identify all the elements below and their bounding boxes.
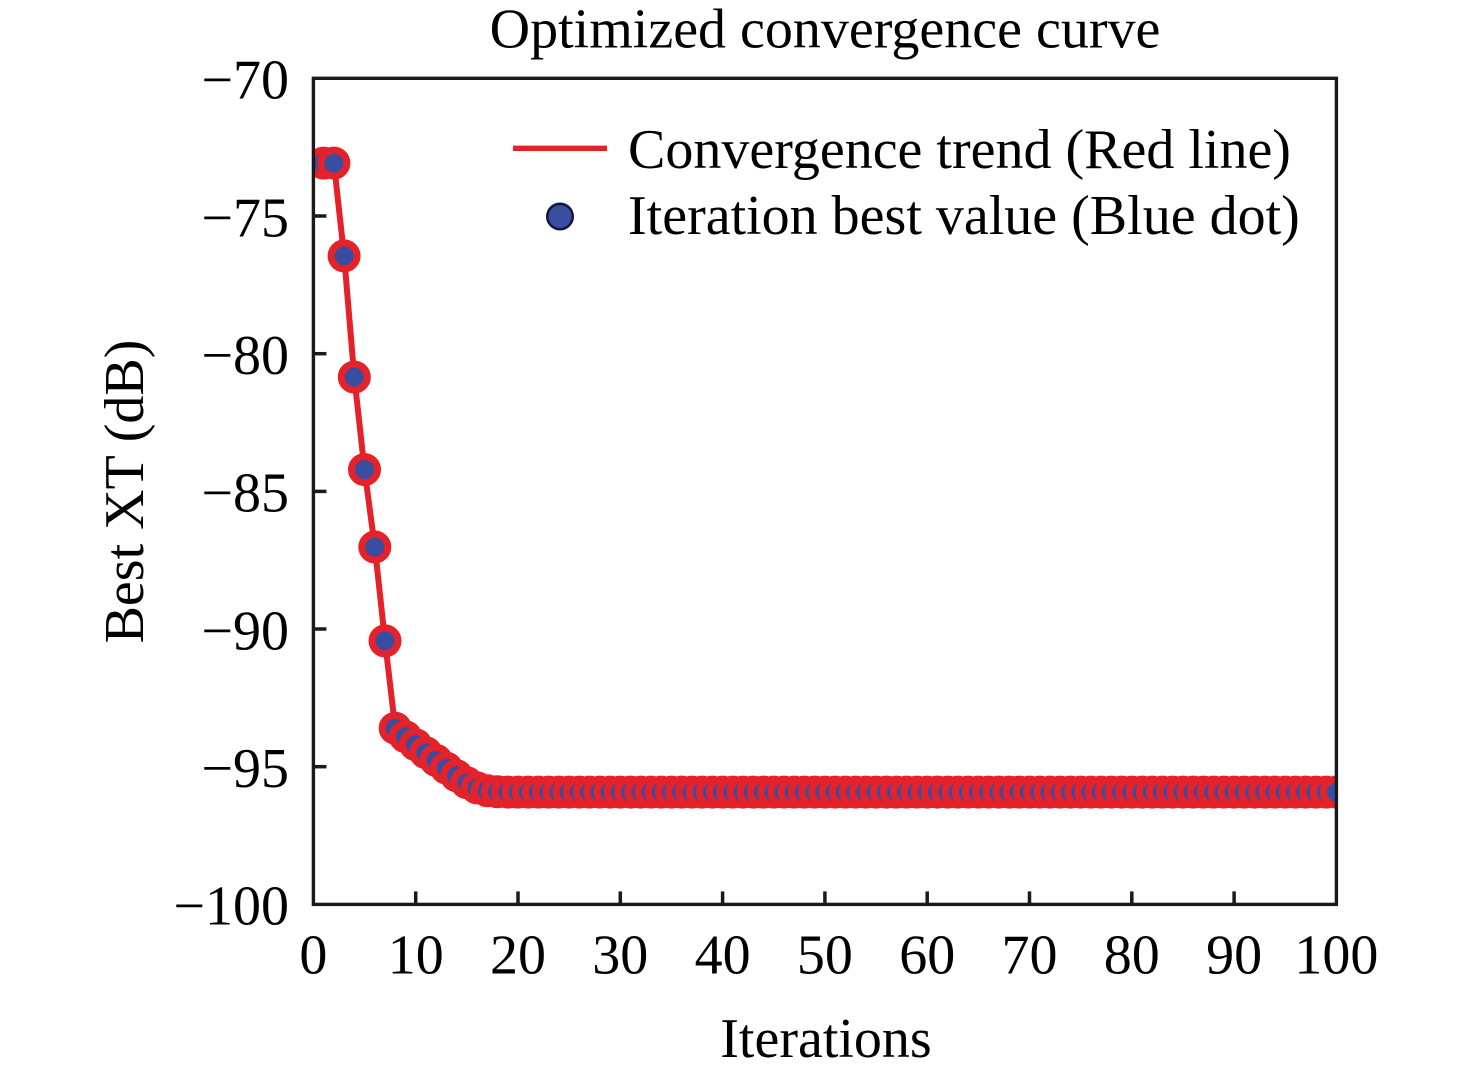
svg-text:50: 50 bbox=[797, 925, 853, 987]
svg-text:70: 70 bbox=[1002, 925, 1058, 987]
svg-text:60: 60 bbox=[899, 925, 955, 987]
svg-text:0: 0 bbox=[299, 925, 327, 987]
svg-text:100: 100 bbox=[1294, 925, 1378, 987]
svg-text:Iteration best value (Blue dot: Iteration best value (Blue dot) bbox=[628, 185, 1300, 247]
svg-text:90: 90 bbox=[1206, 925, 1262, 987]
svg-text:10: 10 bbox=[388, 925, 444, 987]
svg-text:−85: −85 bbox=[201, 463, 289, 525]
svg-text:−75: −75 bbox=[201, 187, 289, 249]
svg-text:−80: −80 bbox=[201, 325, 289, 387]
svg-text:−100: −100 bbox=[173, 876, 289, 938]
svg-text:−90: −90 bbox=[201, 600, 289, 662]
svg-text:20: 20 bbox=[490, 925, 546, 987]
svg-text:40: 40 bbox=[695, 925, 751, 987]
svg-text:−70: −70 bbox=[201, 50, 289, 112]
svg-text:Optimized convergence curve: Optimized convergence curve bbox=[490, 0, 1161, 61]
svg-text:Best XT (dB): Best XT (dB) bbox=[94, 340, 156, 644]
svg-text:80: 80 bbox=[1104, 925, 1160, 987]
svg-text:Convergence trend (Red line): Convergence trend (Red line) bbox=[628, 119, 1291, 181]
svg-text:Iterations: Iterations bbox=[720, 1008, 931, 1070]
svg-text:−95: −95 bbox=[201, 738, 289, 800]
svg-text:30: 30 bbox=[592, 925, 648, 987]
